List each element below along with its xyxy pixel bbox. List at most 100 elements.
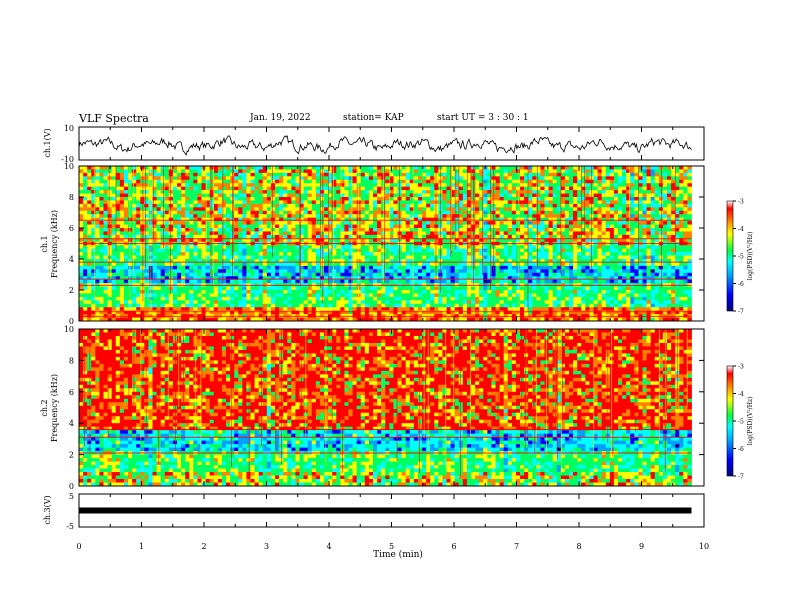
- spectrogram-cell: [234, 186, 239, 191]
- spectrogram-cell: [201, 203, 206, 208]
- spectrogram-cell: [152, 245, 157, 250]
- spectrogram-cell: [430, 183, 435, 188]
- spectrogram-cell: [679, 183, 684, 188]
- spectrogram-cell: [540, 252, 545, 256]
- spectrogram-cell: [83, 259, 88, 263]
- spectrogram-cell: [360, 234, 366, 239]
- spectrogram-cell: [87, 248, 92, 253]
- spectrogram-cell: [495, 276, 500, 281]
- spectrogram-cell: [564, 276, 570, 281]
- spectrogram-cell: [332, 272, 337, 277]
- spectrogram-cell: [287, 172, 292, 177]
- spectrogram-cell: [377, 203, 382, 208]
- spectrogram-cell: [189, 262, 194, 267]
- spectrogram-cell: [311, 193, 317, 198]
- spectrogram-cell: [136, 197, 141, 201]
- spectrogram-cell: [442, 214, 447, 219]
- spectrogram-cell: [548, 228, 554, 232]
- spectrogram-cell: [426, 224, 431, 229]
- spectrogram-cell: [132, 259, 137, 263]
- spectrogram-cell: [103, 272, 108, 277]
- spectrogram-cell: [103, 245, 108, 250]
- spectrogram-cell: [250, 234, 255, 239]
- spectrogram-cell: [622, 200, 627, 205]
- spectrogram-cell: [254, 200, 260, 205]
- spectrogram-cell: [511, 183, 517, 188]
- spectrogram-cell: [340, 265, 345, 270]
- spectrogram-cell: [658, 214, 664, 219]
- spectrogram-cell: [560, 197, 566, 201]
- spectrogram-cell: [360, 193, 366, 198]
- spectrogram-cell: [160, 255, 166, 260]
- spectrogram-cell: [311, 255, 317, 260]
- spectrogram-cell: [315, 217, 321, 222]
- spectrogram-cell: [360, 169, 366, 174]
- spectrogram-cell: [172, 259, 178, 263]
- spectrogram-cell: [311, 176, 317, 181]
- spectrogram-cell: [185, 276, 190, 281]
- spectrogram-cell: [405, 238, 411, 243]
- spectrogram-cell: [475, 276, 480, 281]
- spectrogram-cell: [160, 217, 166, 222]
- spectrogram-cell: [270, 228, 276, 232]
- spectrogram-cell: [385, 255, 390, 260]
- spectrogram-cell: [197, 234, 202, 239]
- spectrogram-cell: [213, 172, 219, 177]
- spectrogram-cell: [262, 176, 268, 181]
- spectrogram-cell: [201, 231, 206, 236]
- spectrogram-cell: [528, 207, 533, 212]
- spectrogram-cell: [152, 190, 157, 194]
- spectrogram-cell: [564, 179, 570, 184]
- spectrogram-cell: [613, 200, 619, 205]
- spectrogram-cell: [344, 221, 349, 225]
- spectrogram-cell: [185, 269, 190, 274]
- spectrogram-cell: [132, 252, 137, 256]
- spectrogram-cell: [311, 269, 317, 274]
- spectrogram-cell: [544, 217, 549, 222]
- spectrogram-cell: [324, 221, 329, 225]
- spectrogram-cell: [140, 255, 145, 260]
- spectrogram-cell: [499, 252, 505, 256]
- spectrogram-cell: [536, 200, 541, 205]
- spectrogram-cell: [99, 183, 104, 188]
- spectrogram-cell: [462, 231, 468, 236]
- spectrogram-cell: [238, 252, 243, 256]
- spectrogram-cell: [581, 238, 586, 243]
- spectrogram-cell: [258, 179, 264, 184]
- spectrogram-cell: [189, 207, 194, 212]
- spectrogram-cell: [156, 200, 162, 205]
- spectrogram-cell: [618, 255, 623, 260]
- spectrogram-cell: [279, 210, 284, 215]
- spectrogram-cell: [520, 200, 525, 205]
- spectrogram-cell: [348, 166, 353, 170]
- spectrogram-cell: [360, 190, 366, 194]
- spectrogram-cell: [671, 190, 676, 194]
- spectrogram-cell: [475, 252, 480, 256]
- spectrogram-cell: [368, 228, 374, 232]
- spectrogram-cell: [197, 190, 202, 194]
- spectrogram-cell: [287, 224, 292, 229]
- spectrogram-cell: [499, 200, 505, 205]
- spectrogram-cell: [654, 262, 660, 267]
- spectrogram-cell: [679, 234, 684, 239]
- spectrogram-cell: [577, 221, 582, 225]
- spectrogram-cell: [585, 272, 590, 277]
- spectrogram-cell: [618, 259, 623, 263]
- spectrogram-cell: [250, 252, 255, 256]
- spectrogram-cell: [462, 169, 468, 174]
- spectrogram-cell: [589, 269, 594, 274]
- spectrogram-cell: [417, 203, 423, 208]
- spectrogram-cell: [266, 169, 272, 174]
- spectrogram-cell: [520, 276, 525, 281]
- spectrogram-cell: [115, 207, 121, 212]
- spectrogram-cell: [373, 186, 378, 191]
- spectrogram-cell: [307, 210, 313, 215]
- spectrogram-cell: [193, 207, 198, 212]
- spectrogram-cell: [344, 200, 349, 205]
- spectrogram-cell: [201, 190, 206, 194]
- spectrogram-cell: [254, 179, 260, 184]
- spectrogram-cell: [679, 238, 684, 243]
- spectrogram-cell: [495, 169, 500, 174]
- spectrogram-cell: [340, 221, 345, 225]
- spectrogram-cell: [242, 252, 247, 256]
